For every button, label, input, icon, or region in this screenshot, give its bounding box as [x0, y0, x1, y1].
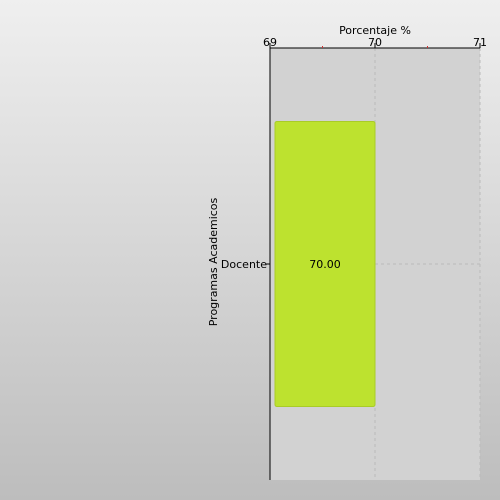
x-tick-label: 70 [368, 36, 382, 49]
x-axis-title: Porcentaje % [339, 24, 411, 37]
x-tick-label: 71 [473, 36, 487, 49]
y-axis-title: Programas Academicos [207, 197, 220, 326]
y-ticks: Docente [221, 258, 270, 271]
bars: 70.00 [274, 120, 376, 408]
x-tick-label: 69 [263, 36, 277, 49]
x-ticks: 69 70 71 [263, 36, 487, 49]
bar [274, 120, 376, 408]
bar-value-label: 70.00 [309, 258, 341, 271]
y-tick-label: Docente [221, 258, 267, 271]
